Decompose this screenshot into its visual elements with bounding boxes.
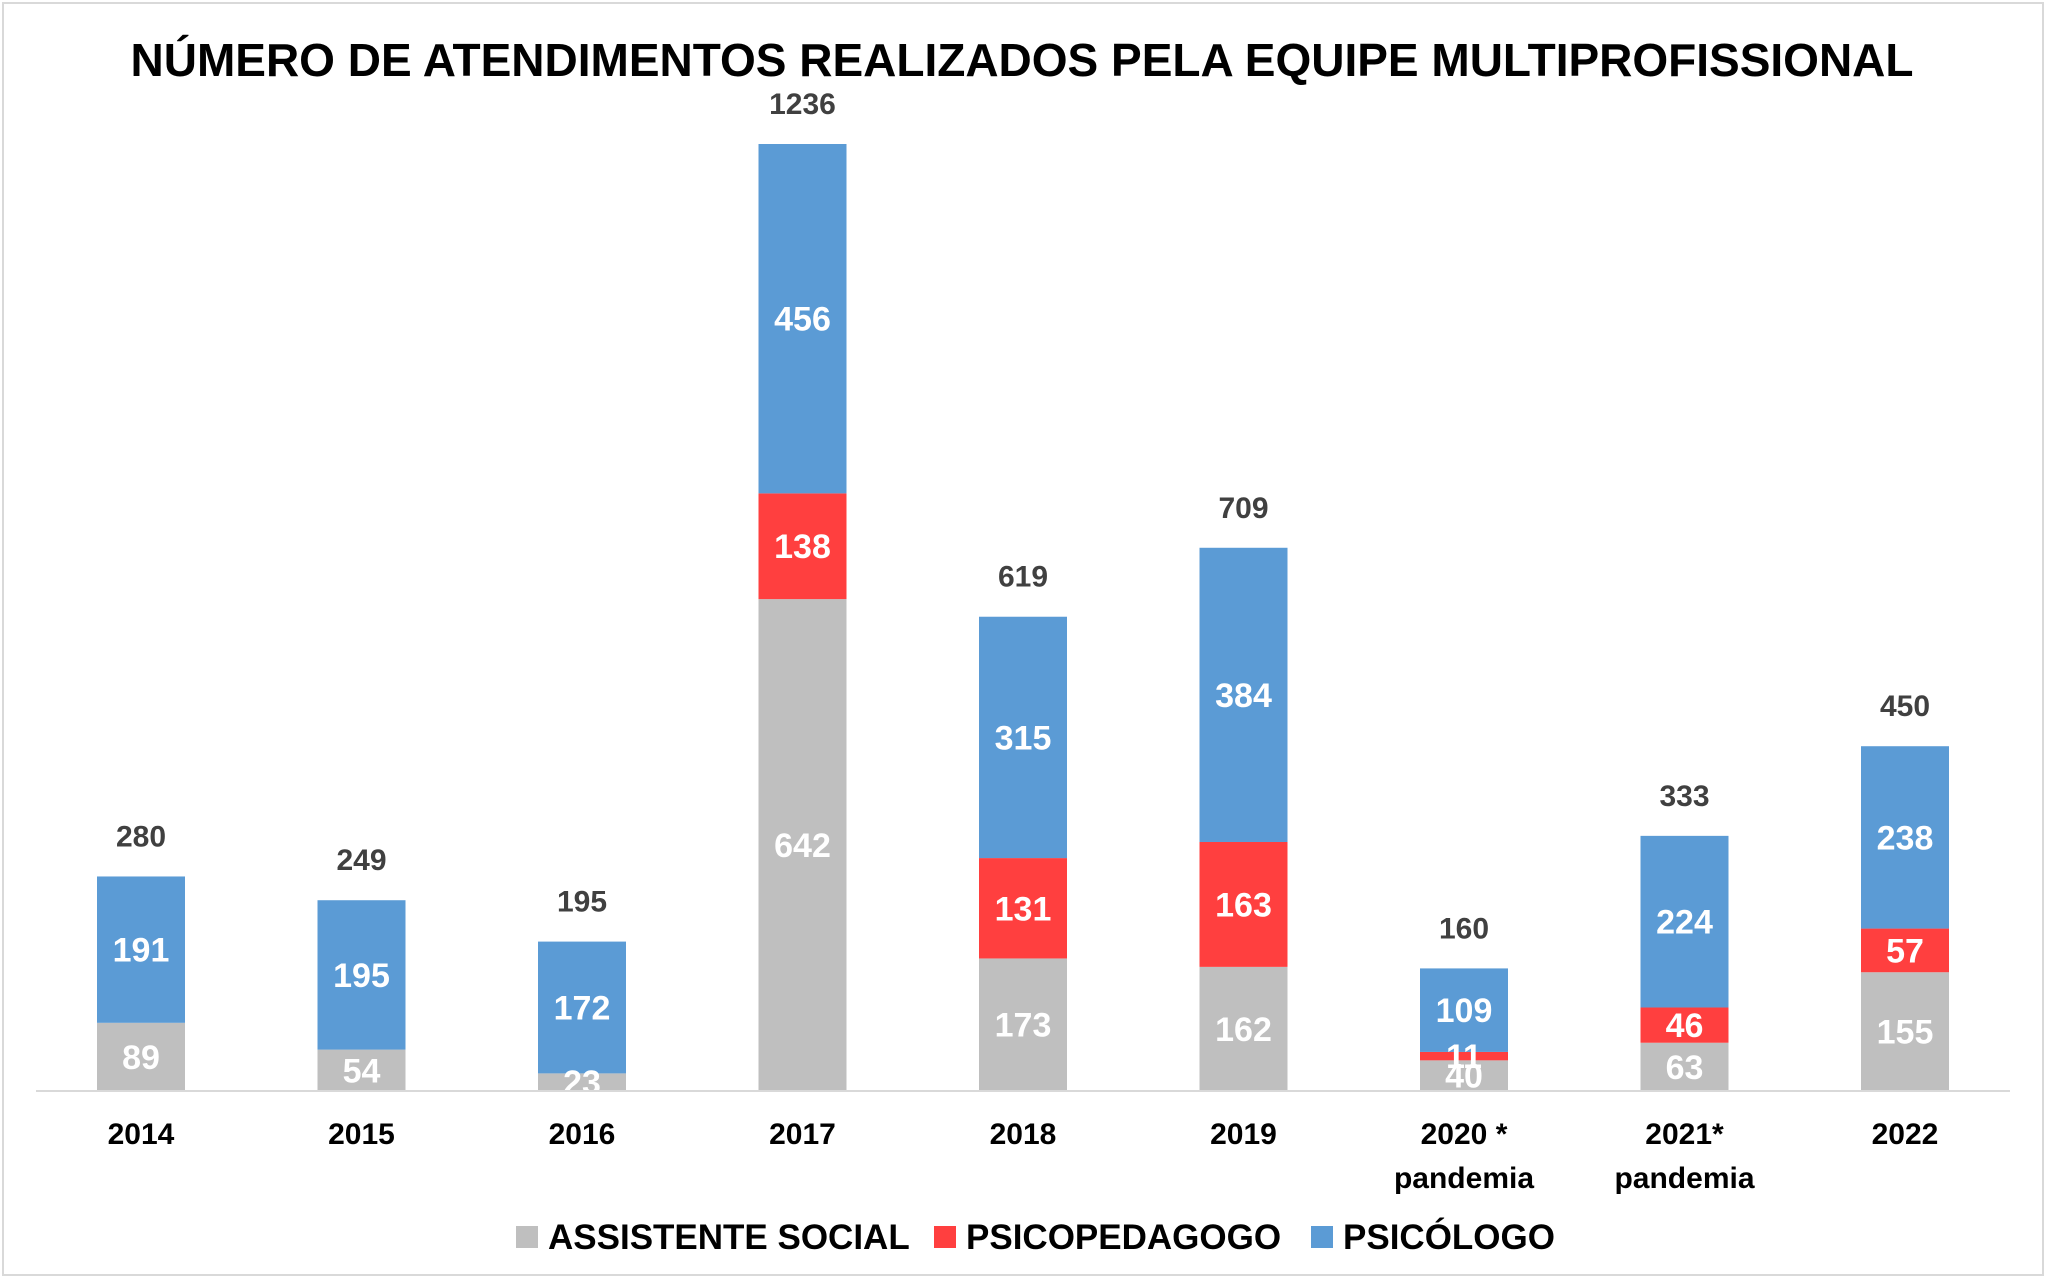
data-label-2-8: 238 (1877, 819, 1934, 857)
bar-segment-2-8 (1861, 746, 1949, 929)
bar-segment-2-4 (979, 616, 1067, 859)
data-label-2-0: 191 (113, 932, 170, 970)
bar-segment-2-5 (1199, 547, 1288, 842)
data-label-1-5: 163 (1215, 886, 1272, 924)
data-label-2-5: 384 (1215, 677, 1272, 715)
total-label-1: 249 (336, 844, 386, 877)
legend-swatch-0 (516, 1226, 538, 1248)
bar-segment-1-7 (1640, 1007, 1729, 1043)
data-label-0-3: 642 (774, 827, 831, 865)
bar-segment-2-7 (1640, 835, 1729, 1008)
category-label-1: 2015 (328, 1118, 395, 1151)
legend-label-2: PSICÓLOGO (1343, 1217, 1555, 1257)
total-label-6: 160 (1439, 912, 1489, 945)
data-label-0-1: 54 (343, 1052, 381, 1090)
bar-segment-0-0 (97, 1022, 185, 1091)
bar-segment-0-8 (1861, 972, 1949, 1091)
data-label-0-6: 40 (1445, 1058, 1483, 1096)
category-label-7: 2021* (1645, 1118, 1724, 1151)
legend-swatch-2 (1311, 1226, 1333, 1248)
total-label-2: 195 (557, 886, 607, 919)
bar-segment-0-7 (1640, 1042, 1729, 1091)
bar-segment-0-2 (538, 1073, 626, 1091)
total-label-3: 1236 (769, 88, 836, 121)
total-label-8: 450 (1880, 690, 1930, 723)
bar-segment-2-3 (758, 144, 847, 494)
data-label-0-2: 23 (563, 1064, 601, 1102)
category-label-7-line-1: pandemia (1614, 1162, 1754, 1195)
bar-segment-1-3 (758, 493, 847, 600)
data-label-1-7: 46 (1666, 1007, 1704, 1045)
data-label-2-4: 315 (995, 719, 1052, 757)
legend-swatch-1 (934, 1226, 956, 1248)
total-label-0: 280 (116, 820, 166, 853)
category-label-6: 2020 * (1421, 1118, 1508, 1151)
data-label-2-7: 224 (1656, 904, 1713, 942)
labels-group: 89 191 280 54 195 249 23 172 195 642 138 456 1236 173… (113, 88, 1934, 1102)
data-label-0-5: 162 (1215, 1011, 1272, 1049)
data-label-2-3: 456 (774, 301, 831, 339)
bar-segment-2-0 (97, 876, 185, 1023)
data-label-0-8: 155 (1877, 1014, 1934, 1052)
data-label-0-7: 63 (1666, 1049, 1704, 1087)
bar-segment-0-4 (979, 958, 1067, 1091)
bar-segment-0-3 (758, 599, 847, 1091)
total-label-7: 333 (1659, 780, 1709, 813)
data-label-1-4: 131 (995, 890, 1052, 928)
legend-label-0: ASSISTENTE SOCIAL (548, 1218, 910, 1257)
bar-segment-2-2 (538, 941, 626, 1074)
data-label-0-4: 173 (995, 1007, 1052, 1045)
data-label-2-6: 109 (1436, 992, 1493, 1030)
category-label-5: 2019 (1210, 1118, 1277, 1151)
stacked-bar-chart: NÚMERO DE ATENDIMENTOS REALIZADOS PELA E… (36, 34, 2010, 1257)
category-label-6-line-1: pandemia (1394, 1162, 1534, 1195)
category-label-3: 2017 (769, 1118, 836, 1151)
data-label-2-1: 195 (333, 957, 390, 995)
legend: ASSISTENTE SOCIAL PSICOPEDAGOGO PSICÓLOGO (516, 1217, 1555, 1257)
chart-title: NÚMERO DE ATENDIMENTOS REALIZADOS PELA E… (131, 34, 1914, 86)
data-label-1-8: 57 (1886, 932, 1924, 970)
total-label-4: 619 (998, 561, 1048, 594)
data-label-1-3: 138 (774, 528, 831, 566)
bar-segment-0-6 (1420, 1060, 1508, 1091)
category-label-4: 2018 (990, 1118, 1057, 1151)
bar-segment-1-5 (1199, 841, 1288, 967)
data-label-1-6: 11 (1446, 1038, 1482, 1076)
bar-segment-1-8 (1861, 928, 1949, 973)
legend-label-1: PSICOPEDAGOGO (966, 1218, 1281, 1257)
bar-segment-2-6 (1420, 968, 1508, 1052)
category-label-8: 2022 (1872, 1118, 1939, 1151)
bar-segment-0-1 (317, 1049, 406, 1091)
category-labels-group: 2014 2015 2016 2017 2018 2019 2020 * pandemia 20… (108, 1118, 1939, 1195)
data-label-0-0: 89 (122, 1039, 160, 1077)
bar-segment-0-5 (1199, 966, 1288, 1091)
bar-segment-1-6 (1420, 1051, 1508, 1061)
category-label-2: 2016 (549, 1118, 616, 1151)
total-label-5: 709 (1218, 492, 1268, 525)
data-label-2-2: 172 (554, 989, 611, 1027)
bar-segment-2-1 (317, 900, 406, 1050)
bars-group (97, 144, 1949, 1091)
category-label-0: 2014 (108, 1118, 175, 1151)
bar-segment-1-4 (979, 858, 1067, 959)
